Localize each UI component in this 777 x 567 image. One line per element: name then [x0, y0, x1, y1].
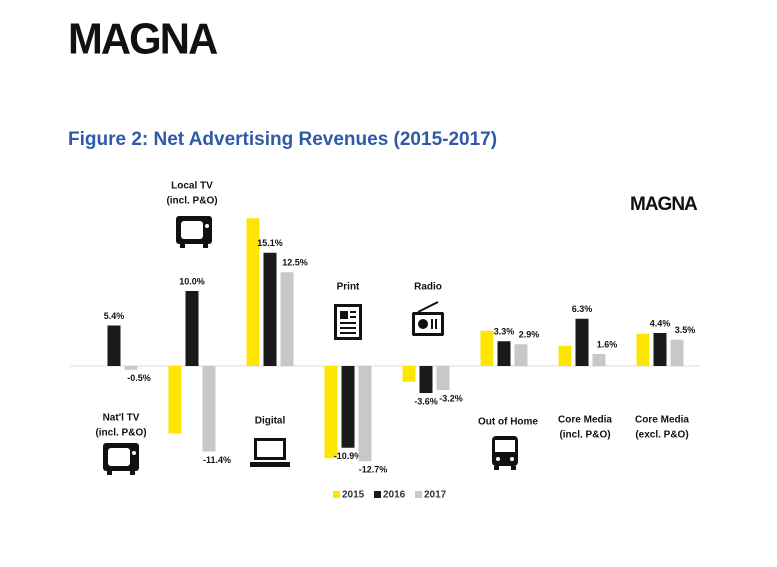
value-label: -10.9%	[334, 451, 363, 461]
watermark: MAGNA	[630, 194, 698, 215]
laptop-icon	[250, 438, 290, 467]
bar	[653, 333, 667, 366]
bar	[436, 366, 450, 390]
bar	[575, 318, 589, 366]
value-label: 2.9%	[519, 330, 540, 340]
value-label: 6.3%	[572, 304, 593, 314]
value-label: 1.6%	[597, 339, 618, 349]
chart-title: Figure 2: Net Advertising Revenues (2015…	[68, 129, 497, 150]
category-label: (excl. P&O)	[635, 430, 688, 441]
bar	[480, 330, 494, 366]
newspaper-icon	[334, 304, 362, 340]
bar	[107, 325, 121, 366]
legend-label: 2017	[424, 490, 447, 501]
bar	[185, 291, 199, 366]
category-label: Print	[337, 282, 360, 293]
tv-icon	[176, 216, 212, 248]
bar	[636, 333, 650, 366]
value-label: 3.3%	[494, 327, 515, 337]
legend-swatch	[374, 491, 381, 498]
legend-label: 2016	[383, 490, 406, 501]
bar	[263, 252, 277, 366]
category-label: (incl. P&O)	[166, 196, 217, 207]
logo: MAGNA	[68, 15, 217, 64]
value-label: 10.0%	[179, 276, 205, 286]
bar	[280, 272, 294, 366]
category-label: Out of Home	[478, 417, 538, 428]
category-label: Nat'l TV	[103, 413, 140, 424]
category-label: (incl. P&O)	[95, 428, 146, 439]
legend-label: 2015	[342, 490, 365, 501]
value-label: -3.6%	[414, 396, 438, 406]
category-label: Radio	[414, 282, 442, 293]
bar	[341, 366, 355, 448]
value-label: -12.7%	[359, 465, 388, 475]
category-label: Local TV	[171, 181, 213, 192]
bar	[402, 366, 416, 382]
bar	[168, 366, 182, 434]
bar	[419, 366, 433, 393]
value-label: 3.5%	[675, 325, 696, 335]
bar	[592, 354, 606, 366]
bar	[358, 366, 372, 462]
bar	[324, 366, 338, 459]
value-label: -0.5%	[127, 373, 151, 383]
bar	[670, 339, 684, 366]
value-label: 5.4%	[104, 311, 125, 321]
bar	[558, 345, 572, 366]
legend-swatch	[333, 491, 340, 498]
bar	[124, 366, 138, 370]
category-label: Digital	[255, 416, 286, 427]
value-label: -11.4%	[203, 455, 231, 465]
category-label: Core Media	[635, 415, 689, 426]
bar	[514, 344, 528, 366]
category-label: (incl. P&O)	[559, 430, 610, 441]
radio-icon	[412, 301, 444, 336]
value-label: 15.1%	[257, 238, 283, 248]
legend-swatch	[415, 491, 422, 498]
bar	[202, 366, 216, 452]
value-label: 4.4%	[650, 318, 671, 328]
bar	[246, 218, 260, 366]
tv-icon	[103, 443, 139, 475]
bar	[497, 341, 511, 366]
category-label: Core Media	[558, 415, 612, 426]
value-label: 12.5%	[282, 258, 308, 268]
bus-icon	[492, 436, 518, 470]
value-label: -3.2%	[439, 393, 463, 403]
